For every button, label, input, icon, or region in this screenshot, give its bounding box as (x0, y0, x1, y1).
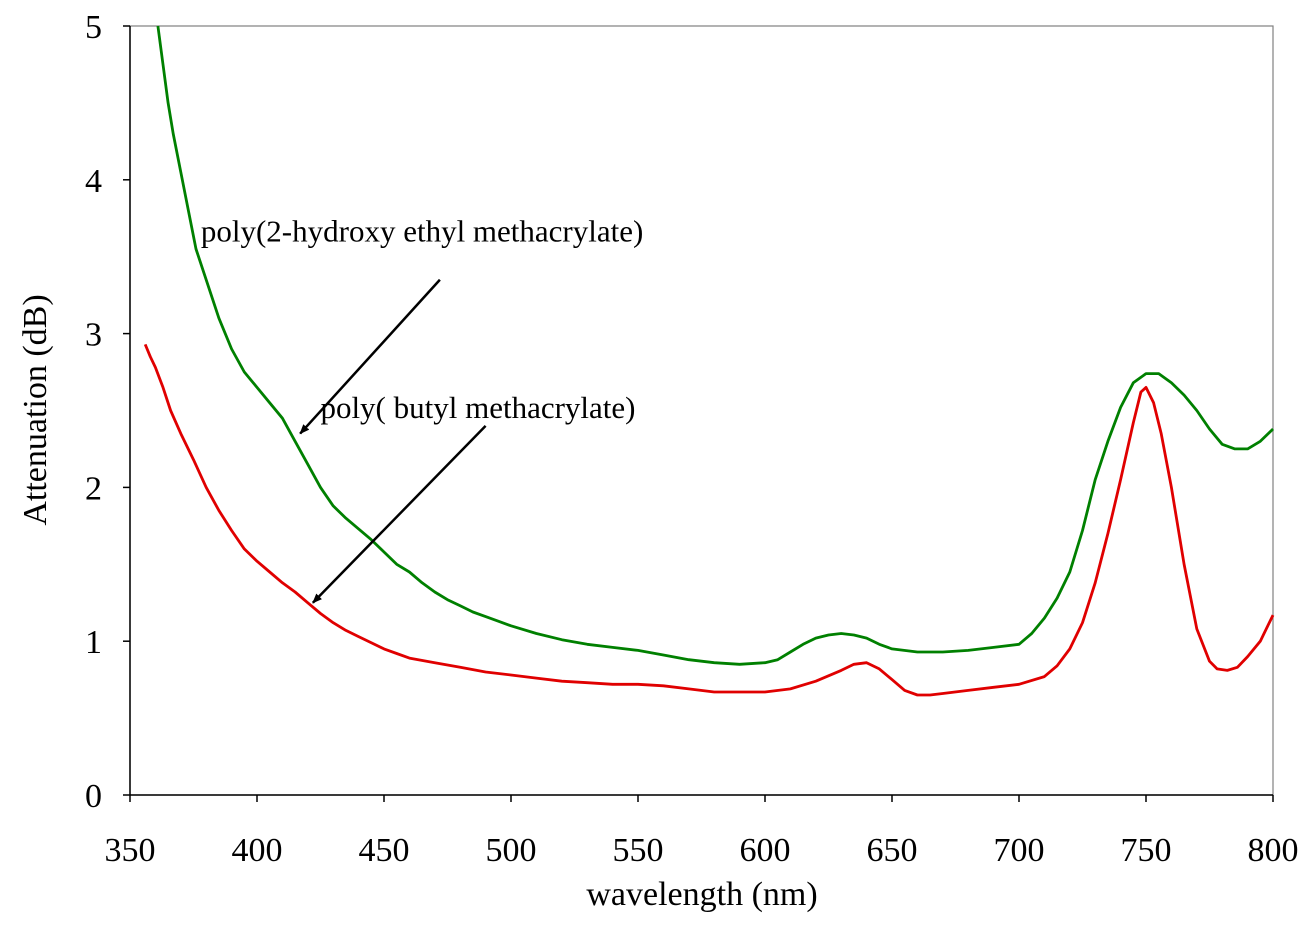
x-tick-label: 500 (486, 832, 537, 869)
axes: 350 400 450 500 550 600 650 700 750 800 0 1 2 3 4 5 (85, 9, 1299, 869)
y-tick-label: 3 (85, 317, 102, 354)
y-tick-label: 0 (85, 778, 102, 815)
y-axis-label: Attenuation (dB) (17, 294, 54, 525)
x-tick-label: 350 (105, 832, 156, 869)
x-tick-label: 600 (740, 832, 791, 869)
annotation-arrow-1 (299, 278, 441, 435)
x-axis-label: wavelength (nm) (586, 876, 817, 913)
plot-frame (129, 25, 1274, 796)
annotation-label-1: poly(2-hydroxy ethyl methacrylate) (201, 213, 643, 248)
x-tick-label: 800 (1248, 832, 1299, 869)
series-layer (143, 25, 1275, 697)
series-line-2 (143, 343, 1275, 697)
y-tick-label: 5 (85, 9, 102, 46)
x-tick-label: 700 (994, 832, 1045, 869)
annotation-label-2: poly( butyl methacrylate) (320, 390, 635, 425)
x-tick-label: 450 (359, 832, 410, 869)
y-tick-label: 1 (85, 624, 102, 661)
y-tick-label: 4 (85, 163, 102, 200)
y-tick-label: 2 (85, 470, 102, 507)
annotation-arrow-2 (311, 425, 487, 604)
x-tick-label: 400 (232, 832, 283, 869)
annotation-layer: poly(2-hydroxy ethyl methacrylate) poly( … (201, 213, 643, 604)
x-tick-label: 750 (1121, 832, 1172, 869)
x-tick-label: 550 (613, 832, 664, 869)
series-line-1 (156, 25, 1274, 666)
x-tick-label: 650 (867, 832, 918, 869)
